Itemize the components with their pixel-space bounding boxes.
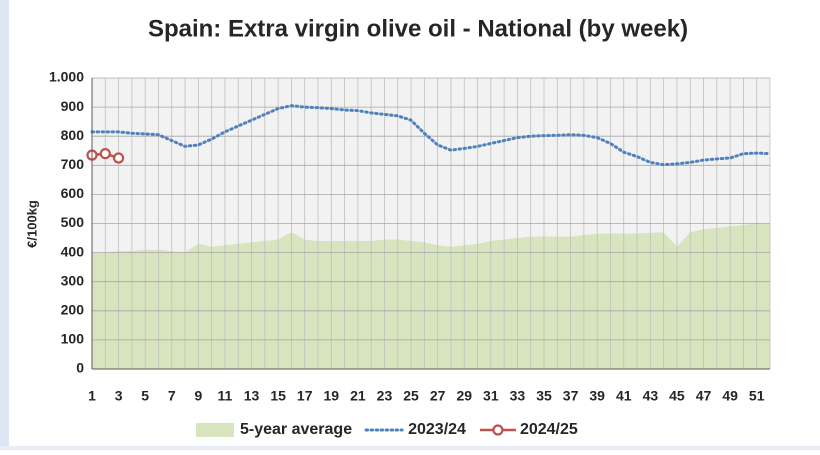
marker: [112, 152, 125, 164]
x-tick-label: 19: [324, 388, 340, 404]
x-tick-label: 27: [430, 388, 446, 404]
y-tick-label: 100: [61, 331, 85, 347]
x-tick-label: 3: [115, 388, 123, 404]
x-tick-label: 21: [350, 388, 366, 404]
x-tick-label: 39: [589, 388, 605, 404]
y-tick-label: 500: [61, 214, 85, 230]
legend-swatch: [196, 423, 234, 437]
legend-swatch: [492, 424, 504, 436]
y-tick-label: 900: [61, 98, 85, 114]
legend-label: 2023/24: [408, 421, 466, 438]
x-tick-label: 23: [377, 388, 393, 404]
x-tick-label: 9: [194, 388, 202, 404]
legend-label: 2024/25: [520, 421, 578, 438]
x-tick-label: 43: [643, 388, 659, 404]
y-tick-label: 200: [61, 302, 85, 318]
x-tick-label: 35: [536, 388, 552, 404]
frame-strip: [0, 446, 820, 450]
x-tick-label: 31: [483, 388, 499, 404]
chart-title: Spain: Extra virgin olive oil - National…: [148, 15, 688, 42]
legend-label: 5-year average: [240, 421, 352, 438]
x-tick-label: 25: [403, 388, 419, 404]
x-tick-label: 15: [270, 388, 286, 404]
y-tick-label: 300: [61, 272, 85, 288]
y-axis-label: €/100kg: [24, 200, 39, 248]
x-tick-label: 37: [563, 388, 579, 404]
x-tick-label: 51: [749, 388, 765, 404]
y-tick-label: 600: [61, 185, 85, 201]
area: [92, 223, 770, 369]
y-tick-label: 400: [61, 243, 85, 259]
x-tick-label: 33: [510, 388, 526, 404]
line: [90, 104, 772, 167]
y-tick-label: 0: [76, 360, 84, 376]
x-tick-label: 7: [168, 388, 176, 404]
x-tick-label: 49: [722, 388, 738, 404]
x-tick-label: 45: [669, 388, 685, 404]
x-tick-label: 41: [616, 388, 632, 404]
marker: [99, 148, 111, 160]
x-tick-label: 1: [88, 388, 96, 404]
y-tick-label: 700: [61, 156, 85, 172]
x-tick-label: 13: [244, 388, 260, 404]
x-tick-label: 5: [141, 388, 149, 404]
y-tick-label: 800: [61, 127, 85, 143]
x-tick-label: 17: [297, 388, 313, 404]
x-tick-label: 11: [218, 388, 233, 404]
frame-strip: [0, 0, 9, 450]
x-tick-label: 29: [456, 388, 472, 404]
x-tick-label: 47: [696, 388, 712, 404]
y-tick-label: 1.000: [49, 69, 84, 85]
